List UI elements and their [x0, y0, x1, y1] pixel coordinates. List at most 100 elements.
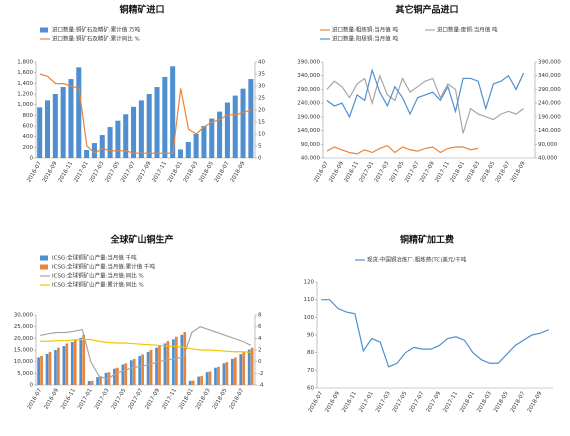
legend-label: 进口数量:粗炼铜:当月值 吨 — [332, 26, 398, 34]
bar — [201, 126, 207, 158]
legend-label: ICSG:全球铜矿山产量:当月值:累计值 千吨 — [52, 263, 156, 271]
y-tick-label: 15,000 — [14, 348, 34, 354]
legend-label: ICSG:全球铜矿山产量:当月值 千吨 — [52, 254, 137, 262]
y-tick-label: 190,000 — [297, 114, 320, 120]
y2-tick-label: 40 — [258, 60, 265, 66]
x-tick-label: 2017-03 — [375, 390, 392, 413]
bar — [217, 366, 220, 385]
bar — [233, 357, 237, 385]
legend-label: 现货:中国铜冶炼厂:粗炼费(TC)美元/干吨 — [367, 256, 467, 264]
bar — [224, 102, 230, 158]
y2-tick-label: 390,000 — [538, 60, 561, 66]
x-tick-label: 2017-05 — [392, 390, 409, 413]
bar — [154, 87, 160, 158]
x-tick-label: 2016-09 — [42, 160, 59, 183]
y-tick-label: 400 — [23, 134, 34, 140]
bar — [141, 354, 145, 385]
x-tick-label: 2018-09 — [230, 160, 247, 183]
y-tick-label: 600 — [23, 124, 34, 130]
x-tick-label: 2017-05 — [111, 387, 128, 410]
x-tick-label: 2018-03 — [195, 387, 212, 410]
series-line — [326, 144, 479, 155]
y2-tick-label: 0 — [258, 359, 262, 365]
bar — [185, 142, 191, 158]
bar — [57, 347, 60, 385]
x-tick-label: 2017-11 — [151, 161, 168, 184]
x-tick-label: 2018-07 — [510, 390, 527, 413]
bar — [146, 94, 152, 158]
legend-label: 进口数量:铜矿石及精矿:累计值 万吨 — [52, 26, 140, 34]
y2-tick-label: 0 — [258, 156, 262, 162]
series-line — [326, 73, 524, 134]
y-tick-label: 90,000 — [301, 142, 321, 148]
x-tick-label: 2017-01 — [73, 161, 90, 184]
y2-tick-label: 340,000 — [538, 73, 561, 79]
y2-tick-label: 25 — [258, 96, 265, 102]
x-tick-label: 2017-07 — [409, 390, 426, 413]
bar — [248, 79, 254, 158]
bar — [87, 381, 91, 385]
legend-label: ICSG:全球铜矿山产量:累计值:同比 % — [52, 281, 144, 289]
bar — [48, 351, 52, 385]
x-tick-label: 2017-09 — [136, 160, 153, 183]
bar — [250, 347, 254, 385]
x-tick-label: 2016-11 — [58, 161, 75, 184]
x-tick-label: 2016-07 — [308, 390, 325, 413]
y-tick-label: 0 — [30, 383, 34, 389]
bar — [37, 357, 40, 385]
series-line — [40, 326, 252, 380]
x-tick-label: 2017-09 — [426, 390, 443, 413]
bar — [205, 372, 209, 385]
bar — [37, 107, 43, 158]
x-tick-label: 2018-01 — [449, 161, 466, 184]
y-tick-label: 340,000 — [297, 73, 320, 79]
x-tick-label: 2017-01 — [359, 161, 376, 184]
chart-title: 其它铜产品进口 — [395, 4, 458, 16]
bar — [172, 339, 175, 385]
bar — [123, 114, 129, 158]
y-tick-label: 0 — [30, 156, 34, 162]
bar — [138, 356, 142, 385]
bar — [239, 354, 243, 385]
chart-panel: 其它铜产品进口 40,000 90,000 140,000 190,000 240,000… — [297, 4, 561, 184]
x-tick-label: 2017-07 — [120, 160, 137, 183]
bar — [132, 358, 136, 385]
bar — [193, 134, 199, 158]
series-line — [39, 73, 252, 154]
x-tick-label: 2017-03 — [89, 160, 106, 183]
x-tick-label: 2016-11 — [343, 161, 360, 184]
y-tick-label: 1,000 — [17, 102, 33, 108]
bar — [217, 111, 223, 158]
y-tick-label: 90 — [307, 333, 314, 339]
y-tick-label: 5,000 — [17, 371, 33, 377]
bar — [99, 135, 105, 158]
legend-label: 进口数量:铜矿石及精矿:累计同比 % — [52, 35, 140, 43]
x-tick-label: 2016-07 — [27, 387, 44, 410]
bar — [121, 364, 125, 385]
bar — [170, 66, 176, 158]
bar — [82, 334, 86, 385]
x-tick-label: 2017-11 — [434, 161, 451, 184]
bar — [247, 349, 251, 385]
bar — [73, 339, 77, 385]
bar — [232, 95, 238, 158]
x-tick-label: 2017-01 — [77, 388, 94, 411]
bar — [54, 350, 57, 385]
y2-tick-label: 15 — [258, 120, 265, 126]
y2-tick-label: 90,000 — [538, 142, 558, 148]
y-tick-label: 1,800 — [17, 60, 33, 66]
x-tick-label: 2018-09 — [527, 390, 544, 413]
bar — [76, 67, 82, 158]
bar — [158, 345, 161, 385]
y-tick-label: 20,000 — [14, 336, 34, 342]
chart-panel: 铜精矿进口02004006008001,0001,2001,4001,6001,… — [17, 4, 265, 184]
bar — [113, 368, 116, 385]
bar — [180, 334, 184, 385]
bar — [84, 150, 90, 158]
x-tick-label: 2016-07 — [26, 160, 43, 183]
bar — [240, 88, 246, 158]
legend-label: 进口数量:废铜:当月值 吨 — [437, 26, 498, 34]
y2-tick-label: 20 — [258, 108, 265, 114]
y-tick-label: 100 — [304, 315, 315, 321]
